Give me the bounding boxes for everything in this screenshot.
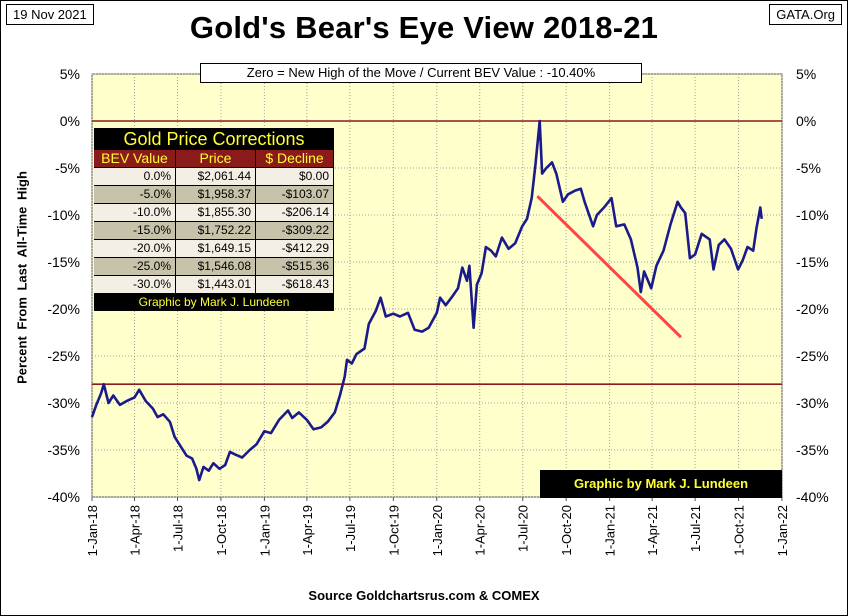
x-tick-label: 1-Apr-18	[128, 505, 143, 556]
series-line	[90, 119, 763, 482]
table-row: -25.0% $1,546.08 -$515.36	[94, 257, 334, 275]
y-tick-label: -35%	[47, 442, 80, 458]
y-tick-label: -5%	[796, 160, 821, 176]
x-tick-label: 1-Jul-20	[516, 505, 531, 552]
corrections-table: Gold Price Corrections BEV Value Price $…	[94, 128, 334, 311]
credit-box: Graphic by Mark J. Lundeen	[540, 470, 782, 498]
x-tick-label: 1-Oct-20	[559, 505, 574, 556]
trend-line	[536, 195, 682, 339]
y-tick-label: -15%	[796, 254, 829, 270]
table-row: -20.0% $1,649.15 -$412.29	[94, 239, 334, 257]
y-tick-label: -20%	[47, 301, 80, 317]
x-tick-labels: 1-Jan-18 1-Apr-18 1-Jul-18 1-Oct-18 1-Jan-19…	[85, 497, 790, 556]
x-tick-label: 1-Oct-21	[732, 505, 747, 556]
cell-decline: -$412.29	[256, 240, 334, 257]
table-row: -15.0% $1,752.22 -$309.22	[94, 221, 334, 239]
x-tick-label: 1-Jul-18	[170, 505, 185, 552]
x-tick-label: 1-Apr-21	[645, 505, 660, 556]
y-tick-label: -25%	[47, 348, 80, 364]
reference-lines	[92, 120, 782, 386]
x-tick-label: 1-Apr-19	[300, 505, 315, 556]
cell-price: $1,958.37	[176, 186, 256, 203]
cell-price: $2,061.44	[176, 168, 256, 185]
y-tick-label: -40%	[47, 489, 80, 505]
table-row: -5.0% $1,958.37 -$103.07	[94, 185, 334, 203]
cell-decline: -$618.43	[256, 276, 334, 293]
cell-decline: -$103.07	[256, 186, 334, 203]
cell-decline: -$309.22	[256, 222, 334, 239]
header-decline: $ Decline	[256, 150, 334, 167]
y-tick-label: -40%	[796, 489, 829, 505]
y-tick-label: -30%	[796, 395, 829, 411]
y-tick-label: -10%	[47, 207, 80, 223]
cell-decline: -$515.36	[256, 258, 334, 275]
cell-bev: -10.0%	[94, 204, 176, 221]
corrections-table-header: BEV Value Price $ Decline	[94, 150, 334, 167]
y-tick-label: -10%	[796, 207, 829, 223]
cell-bev: 0.0%	[94, 168, 176, 185]
cell-bev: -30.0%	[94, 276, 176, 293]
y-axis-label: Percent From Last All-Time High	[14, 171, 30, 384]
x-tick-label: 1-Oct-18	[214, 505, 229, 556]
y-tick-label: 0%	[796, 113, 816, 129]
cell-price: $1,649.15	[176, 240, 256, 257]
y-tick-label: -25%	[796, 348, 829, 364]
date-label: 19 Nov 2021	[6, 4, 94, 25]
cell-price: $1,546.08	[176, 258, 256, 275]
y-tick-label: 5%	[796, 66, 816, 82]
x-tick-label: 1-Apr-20	[473, 505, 488, 556]
cell-bev: -20.0%	[94, 240, 176, 257]
x-tick-label: 1-Jan-19	[257, 505, 272, 556]
header-bev-value: BEV Value	[94, 150, 176, 167]
cell-decline: -$206.14	[256, 204, 334, 221]
y-tick-label: -30%	[47, 395, 80, 411]
x-tick-label: 1-Jan-20	[430, 505, 445, 556]
x-tick-label: 1-Jan-22	[775, 505, 790, 556]
table-row: -10.0% $1,855.30 -$206.14	[94, 203, 334, 221]
x-tick-label: 1-Jan-21	[603, 505, 618, 556]
x-tick-label: 1-Jul-21	[688, 505, 703, 552]
y-tick-label: -35%	[796, 442, 829, 458]
chart-subtitle: Zero = New High of the Move / Current BE…	[200, 63, 642, 83]
x-tick-label: 1-Jul-19	[343, 505, 358, 552]
chart-title: Gold's Bear's Eye View 2018-21	[189, 10, 659, 45]
cell-decline: $0.00	[256, 168, 334, 185]
y-tick-labels-right: 5% 0% -5% -10% -15% -20% -25% -30% -35% -40%	[796, 66, 829, 505]
y-tick-label: -15%	[47, 254, 80, 270]
cell-bev: -5.0%	[94, 186, 176, 203]
y-tick-label: 0%	[60, 113, 80, 129]
cell-bev: -25.0%	[94, 258, 176, 275]
header-price: Price	[176, 150, 256, 167]
corrections-table-credit: Graphic by Mark J. Lundeen	[138, 295, 290, 309]
y-tick-label: -20%	[796, 301, 829, 317]
table-row: -30.0% $1,443.01 -$618.43	[94, 275, 334, 293]
x-tick-label: 1-Jan-18	[85, 505, 100, 556]
y-tick-labels-left: 5% 0% -5% -10% -15% -20% -25% -30% -35% -40%	[47, 66, 80, 505]
y-tick-label: 5%	[60, 66, 80, 82]
cell-price: $1,855.30	[176, 204, 256, 221]
cell-price: $1,443.01	[176, 276, 256, 293]
cell-price: $1,752.22	[176, 222, 256, 239]
y-tick-label: -5%	[55, 160, 80, 176]
source-note: Source Goldchartsrus.com & COMEX	[308, 588, 540, 603]
x-tick-label: 1-Oct-19	[386, 505, 401, 556]
site-label: GATA.Org	[769, 4, 842, 25]
table-row: 0.0% $2,061.44 $0.00	[94, 167, 334, 185]
corrections-table-title: Gold Price Corrections	[123, 129, 305, 149]
cell-bev: -15.0%	[94, 222, 176, 239]
